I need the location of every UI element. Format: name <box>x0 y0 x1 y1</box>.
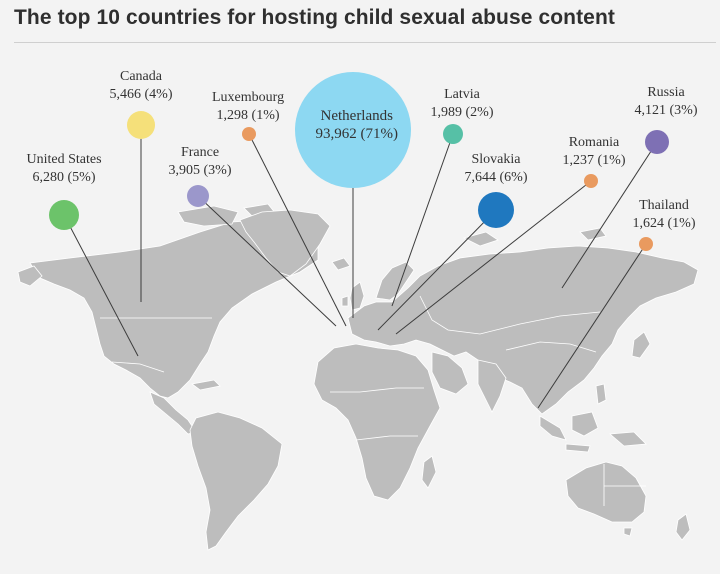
alaska-landmass <box>17 265 43 287</box>
leader-line-slovakia <box>377 209 497 331</box>
japan-landmass <box>631 331 651 359</box>
india-landmass <box>477 359 507 413</box>
country-value: 3,905 (3%) <box>168 163 232 178</box>
africa-border-north <box>330 387 424 393</box>
label-russia: Russia 4,121 (3%) <box>635 84 698 120</box>
bubble-luxembourg <box>242 127 256 141</box>
label-netherlands: Netherlands 93,962 (71%) <box>316 107 399 143</box>
country-name: Latvia <box>444 87 480 102</box>
country-name: Luxembourg <box>212 90 285 105</box>
leader-lines <box>63 125 658 409</box>
country-value: 1,989 (2%) <box>430 105 494 120</box>
madagascar-landmass <box>421 455 437 489</box>
new-guinea-landmass <box>609 431 647 447</box>
bubble-russia <box>645 130 669 154</box>
uk-landmass <box>349 281 365 311</box>
country-value: 5,466 (4%) <box>109 87 173 102</box>
sumatra-landmass <box>539 415 567 441</box>
philippines-landmass <box>595 383 607 405</box>
caribbean-landmass <box>191 379 221 391</box>
country-name: Canada <box>120 69 162 84</box>
country-value: 6,280 (5%) <box>32 170 96 185</box>
country-value: 4,121 (3%) <box>634 103 698 118</box>
leader-line-france <box>197 195 337 327</box>
leader-line-romania <box>395 180 592 335</box>
china-border <box>505 341 597 353</box>
label-canada: Canada 5,466 (4%) <box>110 68 173 104</box>
new-zealand-landmass <box>675 513 691 541</box>
tasmania-landmass <box>623 527 633 537</box>
country-name: Slovakia <box>471 152 521 167</box>
arctic-russia-islands-2 <box>579 227 607 241</box>
bubble-france <box>187 185 209 207</box>
leader-line-thailand <box>537 243 647 409</box>
label-france: France 3,905 (3%) <box>169 144 232 180</box>
eurasia-landmass <box>347 245 699 415</box>
bubble-thailand <box>639 237 653 251</box>
label-romania: Romania 1,237 (1%) <box>563 134 626 170</box>
country-name: Russia <box>647 85 685 100</box>
south-america-landmass <box>189 411 283 551</box>
us-mexico-border <box>111 361 165 373</box>
central-america-landmass <box>149 391 197 435</box>
country-name: France <box>180 145 220 160</box>
land-masses <box>17 203 699 551</box>
country-value: 1,298 (1%) <box>216 108 280 123</box>
australia-landmass <box>565 461 647 523</box>
label-latvia: Latvia 1,989 (2%) <box>431 86 494 122</box>
arabia-landmass <box>431 351 469 395</box>
country-borders <box>100 295 646 506</box>
arctic-islands-landmass <box>177 205 239 227</box>
title-divider <box>14 42 716 43</box>
label-luxembourg: Luxembourg 1,298 (1%) <box>212 89 284 125</box>
africa-landmass <box>313 343 441 501</box>
bubble-canada <box>127 111 155 139</box>
bubble-united-states <box>49 200 79 230</box>
leader-line-russia <box>561 141 658 289</box>
bubble-netherlands <box>295 72 411 188</box>
label-thailand: Thailand 1,624 (1%) <box>633 197 696 233</box>
country-name: Romania <box>568 135 620 150</box>
country-value: 1,624 (1%) <box>632 216 696 231</box>
country-value: 93,962 (71%) <box>315 126 399 142</box>
russia-border <box>419 295 601 335</box>
africa-border-south <box>355 435 418 441</box>
greenland-landmass <box>239 209 331 277</box>
java-landmass <box>565 443 591 453</box>
leader-line-latvia <box>391 133 454 307</box>
bubbles <box>49 72 669 251</box>
leader-line-luxembourg <box>248 133 347 327</box>
bubble-latvia <box>443 124 463 144</box>
ireland-landmass <box>341 295 349 307</box>
australia-border <box>603 464 646 506</box>
country-name: United States <box>26 152 102 167</box>
borneo-landmass <box>571 411 599 437</box>
bubble-slovakia <box>478 192 514 228</box>
label-united-states: United States 6,280 (5%) <box>27 151 102 187</box>
country-value: 1,237 (1%) <box>562 153 626 168</box>
chart-title: The top 10 countries for hosting child s… <box>14 6 615 29</box>
label-slovakia: Slovakia 7,644 (6%) <box>465 151 528 187</box>
iceland-landmass <box>331 257 351 271</box>
country-value: 7,644 (6%) <box>464 170 528 185</box>
country-name: Thailand <box>639 198 689 213</box>
bubble-romania <box>584 174 598 188</box>
arctic-russia-islands <box>462 231 499 247</box>
leader-line-united-states <box>63 214 139 357</box>
country-name: Netherlands <box>320 108 393 124</box>
